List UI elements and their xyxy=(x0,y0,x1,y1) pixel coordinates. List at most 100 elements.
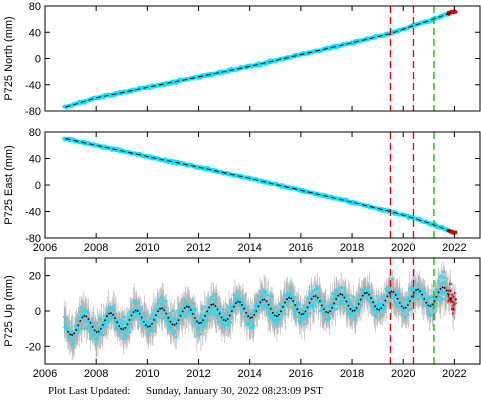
data-point xyxy=(165,299,168,303)
footer-label: Plot Last Updated: xyxy=(48,385,131,397)
x-tick-label: 2014 xyxy=(237,368,261,380)
model-point xyxy=(349,308,352,310)
model-point xyxy=(404,306,407,309)
model-point xyxy=(363,292,366,295)
model-point xyxy=(343,296,346,299)
model-point xyxy=(273,314,276,317)
model-point xyxy=(245,311,248,314)
model-point xyxy=(449,297,452,300)
model-point xyxy=(163,309,166,311)
x-tick-label: 2010 xyxy=(135,368,159,380)
model-point xyxy=(251,316,254,319)
model-point xyxy=(427,304,430,307)
x-tick-label: 2008 xyxy=(84,242,108,254)
model-point xyxy=(204,315,207,317)
model-point xyxy=(155,314,157,317)
model-point xyxy=(302,313,305,315)
model-point xyxy=(255,310,258,312)
model-point xyxy=(294,304,297,306)
model-point xyxy=(122,328,125,331)
y-tick-label: 0 xyxy=(35,54,41,66)
model-point xyxy=(101,323,104,326)
model-point xyxy=(167,316,170,319)
model-point xyxy=(210,303,213,306)
model-point xyxy=(232,305,235,308)
model-point xyxy=(398,302,401,304)
model-point xyxy=(83,315,86,317)
y-tick-label: -80 xyxy=(25,233,41,245)
data-point xyxy=(101,333,105,337)
model-point xyxy=(408,300,411,303)
model-point xyxy=(224,319,227,322)
model-point xyxy=(161,307,164,310)
model-point xyxy=(378,308,381,311)
data-point xyxy=(229,321,232,324)
model-point xyxy=(159,307,162,310)
model-point xyxy=(218,312,221,315)
y-tick-label: -20 xyxy=(25,341,41,353)
data-point xyxy=(214,293,218,296)
model-point xyxy=(212,303,215,306)
x-tick-label: 2016 xyxy=(289,242,313,254)
model-point xyxy=(447,293,450,296)
data-point xyxy=(143,311,146,315)
model-point xyxy=(339,293,342,296)
data-point xyxy=(446,286,450,289)
model-point xyxy=(382,304,385,306)
model-point xyxy=(406,304,409,307)
model-point xyxy=(320,304,323,307)
y-tick-label: 80 xyxy=(29,127,41,139)
data-point xyxy=(385,286,389,289)
model-point xyxy=(196,320,198,323)
model-point xyxy=(261,299,264,301)
model-point xyxy=(396,297,399,300)
x-tick-label: 2020 xyxy=(391,368,415,380)
model-point xyxy=(89,322,92,324)
data-point xyxy=(442,270,445,274)
x-tick-label: 2010 xyxy=(135,242,159,254)
model-point xyxy=(310,298,313,300)
y-tick-label: 40 xyxy=(29,154,41,166)
model-point xyxy=(192,312,194,315)
data-point xyxy=(375,294,378,298)
data-point xyxy=(297,301,301,305)
model-point xyxy=(171,323,174,326)
model-point xyxy=(106,315,108,318)
model-point xyxy=(226,318,229,320)
y-tick-label: 0 xyxy=(35,180,41,192)
model-point xyxy=(132,311,135,313)
model-point xyxy=(402,307,405,309)
model-point xyxy=(151,322,153,325)
model-point xyxy=(380,307,383,310)
data-point xyxy=(194,308,198,312)
model-point xyxy=(241,303,243,306)
model-point xyxy=(370,297,372,299)
model-point xyxy=(357,303,360,305)
data-point xyxy=(442,297,446,301)
model-point xyxy=(443,287,446,289)
model-point xyxy=(376,308,379,310)
model-point xyxy=(374,305,376,308)
model-point xyxy=(124,326,127,329)
model-point xyxy=(271,311,274,314)
model-point xyxy=(169,320,172,323)
model-point xyxy=(112,313,114,316)
data-point xyxy=(244,305,248,309)
model-point xyxy=(130,314,133,317)
model-point xyxy=(415,289,417,291)
model-point xyxy=(331,306,333,309)
model-point xyxy=(384,299,387,302)
model-point xyxy=(237,300,239,303)
model-point xyxy=(234,302,237,305)
model-point xyxy=(120,327,123,330)
x-tick-label: 2006 xyxy=(33,368,57,380)
model-point xyxy=(230,310,233,312)
y-axis-label: P725 East (mm) xyxy=(3,145,15,224)
model-line xyxy=(65,138,455,234)
model-point xyxy=(187,306,190,309)
model-point xyxy=(318,300,321,303)
model-point xyxy=(249,316,252,319)
model-point xyxy=(361,294,364,297)
model-point xyxy=(108,312,110,315)
